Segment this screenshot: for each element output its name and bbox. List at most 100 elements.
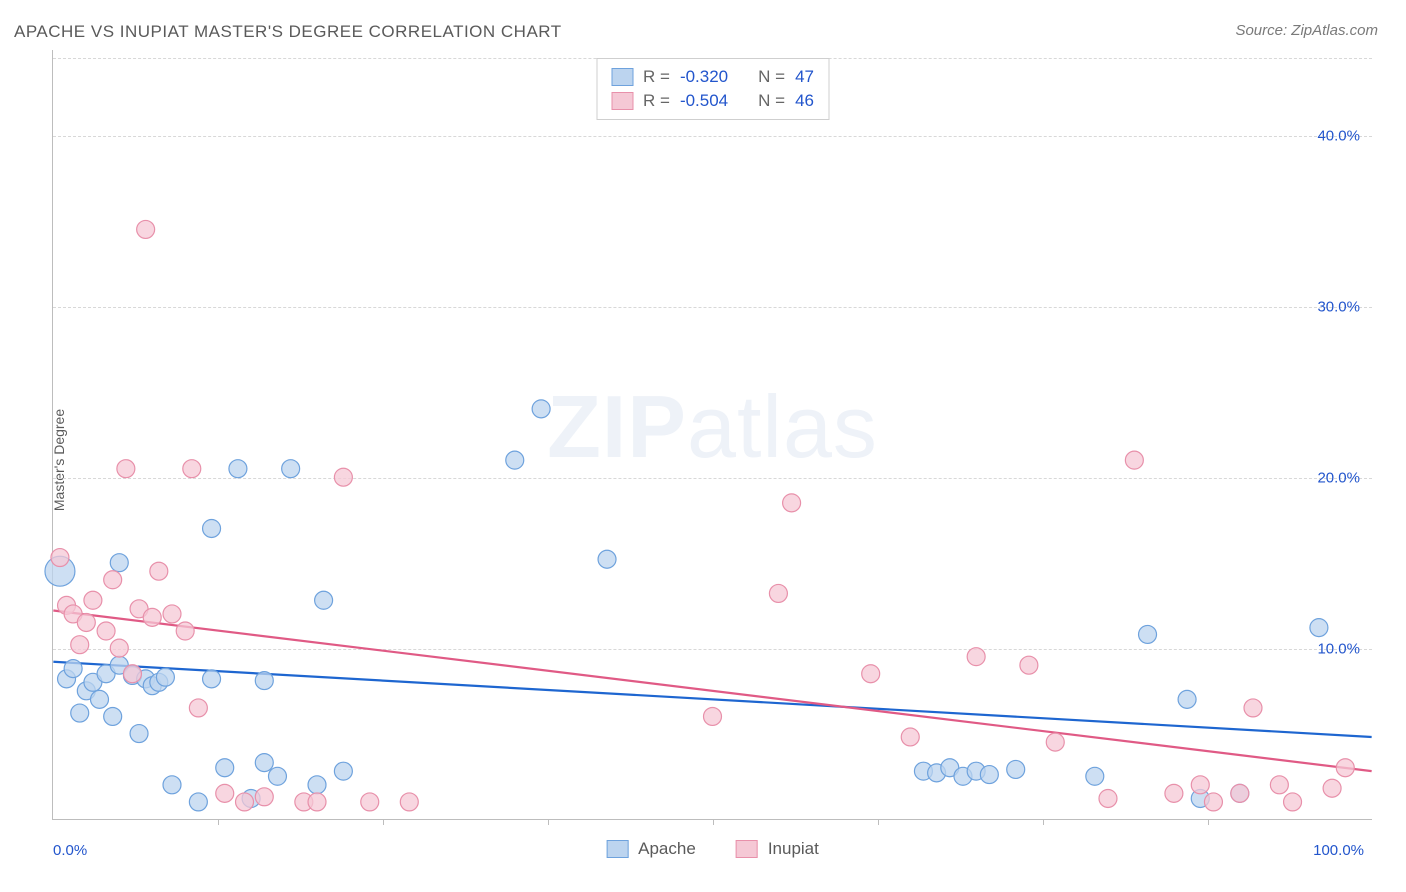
data-point-inupiat: [189, 699, 207, 717]
x-tick: [548, 819, 549, 825]
data-point-inupiat: [1099, 790, 1117, 808]
data-point-apache: [268, 767, 286, 785]
data-point-apache: [189, 793, 207, 811]
r-label: R =: [643, 89, 670, 113]
series-legend: Apache Inupiat: [606, 839, 819, 859]
data-point-inupiat: [104, 571, 122, 589]
correlation-legend: R = -0.320 N = 47 R = -0.504 N = 46: [596, 58, 829, 120]
data-point-apache: [1310, 619, 1328, 637]
data-point-inupiat: [704, 707, 722, 725]
data-point-apache: [1007, 760, 1025, 778]
n-label: N =: [758, 89, 785, 113]
data-point-inupiat: [84, 591, 102, 609]
data-point-inupiat: [334, 468, 352, 486]
data-point-apache: [71, 704, 89, 722]
n-value: 46: [795, 89, 814, 113]
data-point-inupiat: [1125, 451, 1143, 469]
x-tick: [878, 819, 879, 825]
data-point-apache: [163, 776, 181, 794]
legend-swatch: [606, 840, 628, 858]
series-legend-item: Inupiat: [736, 839, 819, 859]
data-point-inupiat: [137, 220, 155, 238]
data-point-inupiat: [117, 460, 135, 478]
data-point-inupiat: [51, 549, 69, 567]
series-legend-item: Apache: [606, 839, 696, 859]
data-point-inupiat: [1020, 656, 1038, 674]
x-tick-label: 0.0%: [53, 842, 87, 859]
series-legend-label: Inupiat: [768, 839, 819, 859]
data-point-apache: [1178, 690, 1196, 708]
data-point-inupiat: [71, 636, 89, 654]
data-point-inupiat: [862, 665, 880, 683]
data-point-apache: [308, 776, 326, 794]
data-point-inupiat: [1046, 733, 1064, 751]
data-point-inupiat: [110, 639, 128, 657]
data-point-apache: [91, 690, 109, 708]
data-point-inupiat: [769, 584, 787, 602]
data-point-apache: [104, 707, 122, 725]
scatter-svg-layer: [53, 50, 1372, 819]
data-point-inupiat: [901, 728, 919, 746]
data-point-inupiat: [143, 608, 161, 626]
data-point-apache: [64, 660, 82, 678]
data-point-inupiat: [1323, 779, 1341, 797]
data-point-apache: [255, 672, 273, 690]
data-point-apache: [156, 668, 174, 686]
data-point-apache: [203, 520, 221, 538]
n-value: 47: [795, 65, 814, 89]
data-point-apache: [1139, 625, 1157, 643]
n-label: N =: [758, 65, 785, 89]
data-point-inupiat: [1191, 776, 1209, 794]
data-point-inupiat: [97, 622, 115, 640]
trendline-inupiat: [53, 611, 1371, 772]
data-point-inupiat: [1284, 793, 1302, 811]
data-point-apache: [598, 550, 616, 568]
data-point-apache: [506, 451, 524, 469]
data-point-inupiat: [1244, 699, 1262, 717]
data-point-inupiat: [255, 788, 273, 806]
data-point-inupiat: [1336, 759, 1354, 777]
data-point-inupiat: [163, 605, 181, 623]
data-point-apache: [255, 754, 273, 772]
data-point-apache: [315, 591, 333, 609]
legend-swatch: [611, 68, 633, 86]
data-point-apache: [980, 766, 998, 784]
data-point-apache: [110, 554, 128, 572]
data-point-apache: [532, 400, 550, 418]
r-label: R =: [643, 65, 670, 89]
data-point-apache: [130, 725, 148, 743]
correlation-legend-row: R = -0.320 N = 47: [611, 65, 814, 89]
chart-title: APACHE VS INUPIAT MASTER'S DEGREE CORREL…: [14, 22, 562, 42]
data-point-inupiat: [361, 793, 379, 811]
data-point-apache: [229, 460, 247, 478]
data-point-inupiat: [400, 793, 418, 811]
x-tick: [1043, 819, 1044, 825]
data-point-inupiat: [123, 665, 141, 683]
data-point-inupiat: [77, 613, 95, 631]
x-tick: [218, 819, 219, 825]
data-point-apache: [1086, 767, 1104, 785]
x-tick: [383, 819, 384, 825]
source-attribution: Source: ZipAtlas.com: [1235, 22, 1378, 39]
x-tick-label: 100.0%: [1313, 842, 1364, 859]
data-point-inupiat: [308, 793, 326, 811]
x-tick: [713, 819, 714, 825]
data-point-inupiat: [216, 784, 234, 802]
data-point-apache: [334, 762, 352, 780]
data-point-inupiat: [1270, 776, 1288, 794]
legend-swatch: [611, 92, 633, 110]
data-point-inupiat: [150, 562, 168, 580]
r-value: -0.320: [680, 65, 728, 89]
data-point-apache: [282, 460, 300, 478]
correlation-legend-row: R = -0.504 N = 46: [611, 89, 814, 113]
data-point-inupiat: [967, 648, 985, 666]
data-point-inupiat: [183, 460, 201, 478]
data-point-inupiat: [1204, 793, 1222, 811]
data-point-inupiat: [1165, 784, 1183, 802]
r-value: -0.504: [680, 89, 728, 113]
series-legend-label: Apache: [638, 839, 696, 859]
data-point-inupiat: [1231, 784, 1249, 802]
data-point-inupiat: [783, 494, 801, 512]
data-point-apache: [203, 670, 221, 688]
plot-area: ZIPatlas R =-0.320N =47R =-0.504N =46 Ap…: [52, 50, 1372, 820]
